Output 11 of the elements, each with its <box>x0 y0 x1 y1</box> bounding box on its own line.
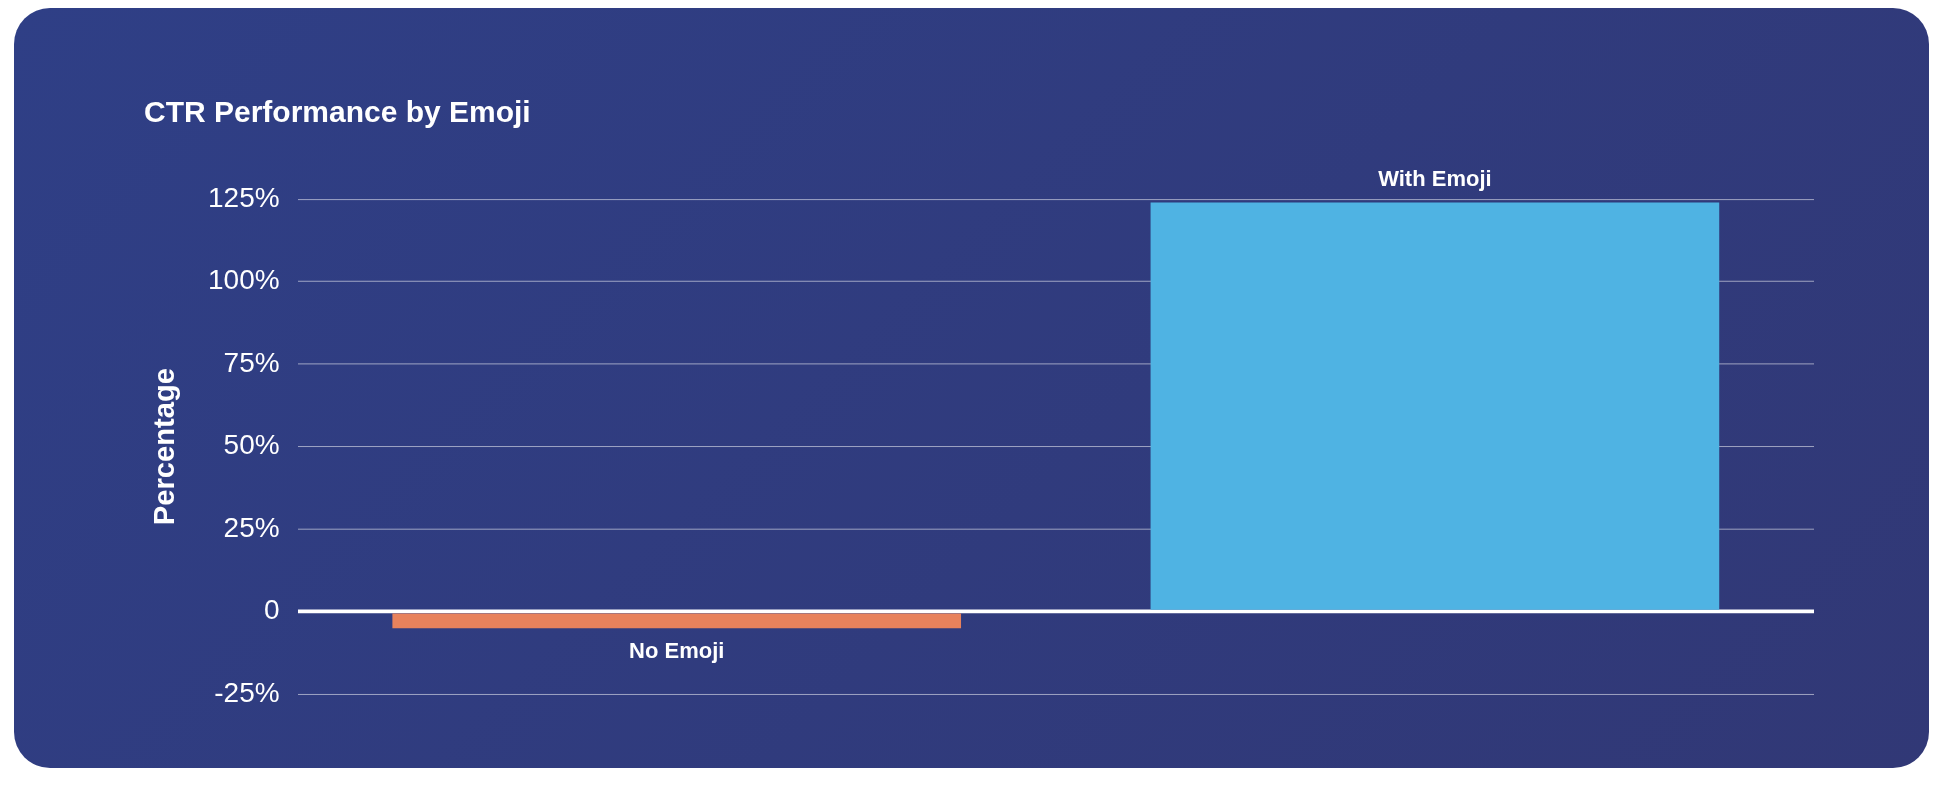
x-tick-label: No Emoji <box>629 638 725 664</box>
y-tick-label: 0 <box>264 594 280 626</box>
y-tick-label: 125% <box>208 181 280 213</box>
y-tick-label: 75% <box>223 346 280 378</box>
y-axis-title: Percentage <box>146 368 181 526</box>
y-tick-label: 50% <box>223 429 280 461</box>
y-tick-label: 25% <box>223 512 280 543</box>
chart-title: CTR Performance by Emoji <box>144 94 531 128</box>
y-tick-label: 100% <box>208 264 280 296</box>
x-tick-label: With Emoji <box>1378 166 1492 191</box>
y-tick-label: -25% <box>214 677 280 708</box>
